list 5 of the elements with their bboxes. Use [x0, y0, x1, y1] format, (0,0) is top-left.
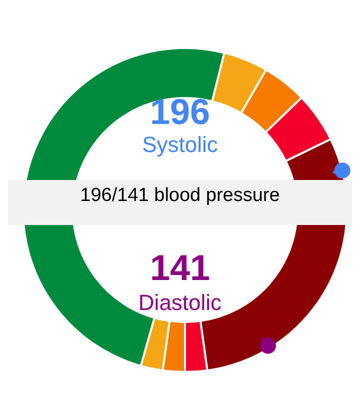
text: Diastolic — [137, 290, 223, 316]
text: 196 — [148, 91, 212, 132]
text: Systolic — [141, 132, 219, 158]
text: 196/141 blood pressure — [79, 184, 281, 208]
text: 141 — [148, 247, 212, 288]
